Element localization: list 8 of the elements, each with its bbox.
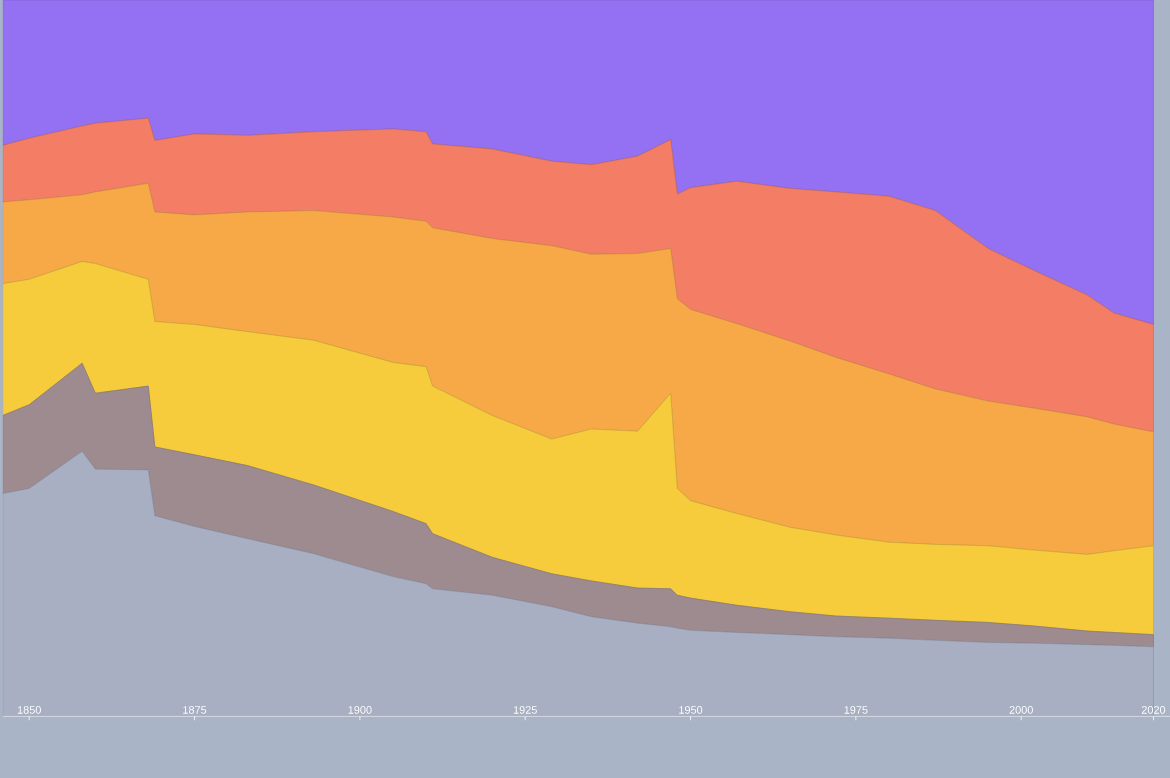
x-tick-label: 1975 <box>844 705 868 714</box>
x-tick-label: 1875 <box>183 705 207 714</box>
x-tick-label: 1900 <box>348 705 372 714</box>
x-tick-label: 2020 <box>1141 705 1166 714</box>
x-tick-label: 1950 <box>679 705 703 714</box>
x-tick-label: 1850 <box>17 705 41 714</box>
x-tick-label: 1925 <box>513 705 537 714</box>
x-tick-label: 2000 <box>1009 705 1033 714</box>
